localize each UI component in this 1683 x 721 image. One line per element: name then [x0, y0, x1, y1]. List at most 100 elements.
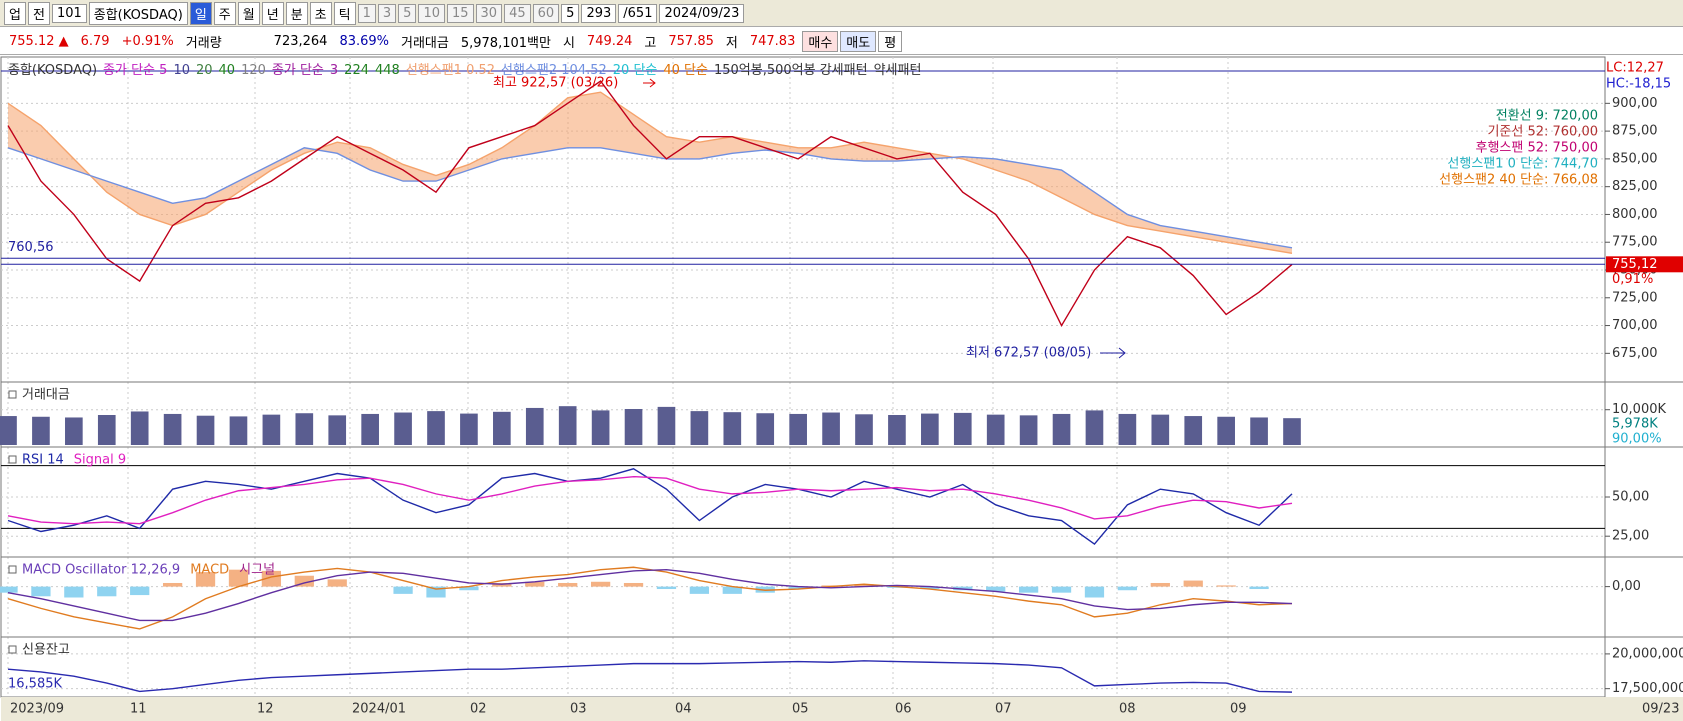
ref-label: 760,56 — [8, 240, 54, 255]
panel-icon — [8, 390, 17, 399]
min-annotation: 최저 672,57 (08/05) — [966, 346, 1091, 361]
bar — [1184, 416, 1203, 445]
label: 거래대금 — [401, 35, 449, 51]
toolbar-item[interactable]: 일 — [189, 1, 212, 25]
bar — [1250, 417, 1268, 445]
oscillator-bar — [97, 586, 117, 597]
toolbar-item[interactable]: 주 — [213, 1, 236, 25]
bar — [229, 416, 248, 445]
x-tick-label: 09/23 — [1642, 702, 1679, 717]
bar — [855, 414, 873, 445]
toolbar-item[interactable]: 초 — [309, 1, 332, 25]
toolbar-item[interactable]: 2024/09/23 — [659, 3, 745, 23]
bar — [1151, 414, 1170, 445]
toolbar-item[interactable]: 30 — [475, 3, 503, 23]
legend-entry: 150억봉,500억봉 강세패턴 — [713, 63, 868, 78]
oscillator-bar — [64, 586, 84, 598]
bar — [624, 409, 643, 445]
panel-label: 거래대금 — [22, 388, 70, 403]
bar — [1217, 416, 1235, 445]
toolbar-item[interactable]: 5 — [561, 3, 580, 23]
legend-entry: 종가 단순 — [271, 63, 324, 78]
legend-entry: 20 단순 — [612, 63, 658, 78]
oscillator-bar — [327, 579, 347, 587]
oscillator-bar — [920, 586, 940, 590]
legend-entry: 40 단순 — [663, 63, 708, 78]
y-tick-label: 825,00 — [1612, 179, 1658, 194]
bar — [65, 417, 83, 445]
x-tick-label: 2023/09 — [10, 702, 64, 717]
toolbar-item[interactable]: 틱 — [333, 1, 356, 25]
bar — [986, 414, 1005, 445]
toolbar-item[interactable]: 분 — [285, 1, 308, 25]
ichimoku-cloud — [8, 92, 1292, 254]
x-tick-label: 08 — [1119, 702, 1136, 717]
toolbar-item[interactable]: 293 — [581, 3, 617, 23]
oscillator-bar — [656, 586, 677, 590]
side-label: HC:-18,15 — [1606, 77, 1671, 92]
line-series — [7, 568, 1293, 622]
panel-label: Signal 9 — [74, 453, 126, 468]
toolbar-item[interactable]: 년 — [261, 1, 284, 25]
value: 749.24 — [586, 33, 633, 49]
bar — [394, 412, 412, 445]
x-tick-label: 02 — [470, 702, 487, 717]
line-series — [7, 80, 1293, 328]
oscillator-bar — [1018, 586, 1039, 593]
bar — [427, 411, 445, 445]
bar — [953, 412, 972, 445]
x-tick-label: 09 — [1230, 702, 1247, 717]
panel-icon — [8, 645, 17, 654]
bar — [690, 411, 709, 445]
oscillator-bar — [0, 586, 18, 593]
y-tick-label: 50,00 — [1612, 490, 1649, 505]
line-series — [7, 91, 1293, 255]
toolbar-item[interactable]: 101 — [51, 3, 87, 23]
bar — [723, 412, 742, 445]
sell-button[interactable]: 매도 — [840, 30, 877, 52]
legend-entry: 448 — [375, 63, 400, 78]
oscillator-bar — [228, 569, 249, 587]
toolbar-item[interactable]: 45 — [504, 3, 531, 23]
toolbar-item[interactable]: 10 — [418, 3, 445, 23]
toolbar-item[interactable]: 1 — [357, 3, 376, 23]
panel-icon — [8, 455, 17, 464]
bar — [130, 411, 149, 445]
legend: 종합(KOSDAQ) 종가 단순 5 10 20 40 120 종가 단순 3 224 448 선행… — [8, 59, 927, 78]
oscillator-bar — [689, 586, 710, 594]
oscillator-bar — [426, 586, 446, 598]
oscillator-bar — [1117, 586, 1138, 591]
max-annotation: 최고 922,57 (03/26) — [493, 76, 618, 91]
line-series — [7, 475, 1293, 525]
min-arrow — [1100, 347, 1126, 359]
toolbar-item[interactable]: 5 — [398, 3, 417, 23]
toolbar-item[interactable]: 15 — [446, 3, 474, 23]
x-tick-label: 07 — [995, 702, 1012, 717]
buy-button[interactable]: 매수 — [802, 30, 839, 52]
toolbar-item[interactable]: 전 — [27, 1, 50, 25]
x-tick-label: 12 — [257, 702, 274, 717]
oscillator-bar — [1249, 586, 1269, 590]
toolbar-item[interactable]: 업 — [4, 1, 26, 25]
bar — [196, 415, 215, 445]
bar — [1052, 413, 1071, 445]
value: 723,264 — [273, 33, 328, 49]
bar — [657, 406, 676, 445]
toolbar-item[interactable]: 월 — [237, 1, 260, 25]
x-tick-label: 11 — [130, 702, 147, 717]
oscillator-bar — [788, 586, 808, 590]
toolbar-item[interactable]: 종합(KOSDAQ) — [88, 1, 188, 25]
toolbar-item[interactable]: 3 — [377, 3, 397, 23]
avg-button[interactable]: 평 — [878, 30, 903, 52]
panel-label: 시그널 — [239, 563, 275, 578]
toolbar-item[interactable]: 60 — [532, 3, 560, 23]
line-series — [7, 468, 1293, 545]
oscillator-bar — [854, 584, 874, 587]
y-tick-label: 17,500,000 — [1612, 681, 1683, 696]
bar — [361, 413, 379, 445]
toolbar-item[interactable]: /651 — [618, 3, 658, 23]
line-series — [7, 660, 1293, 693]
legend-entry: 120 — [241, 63, 266, 78]
